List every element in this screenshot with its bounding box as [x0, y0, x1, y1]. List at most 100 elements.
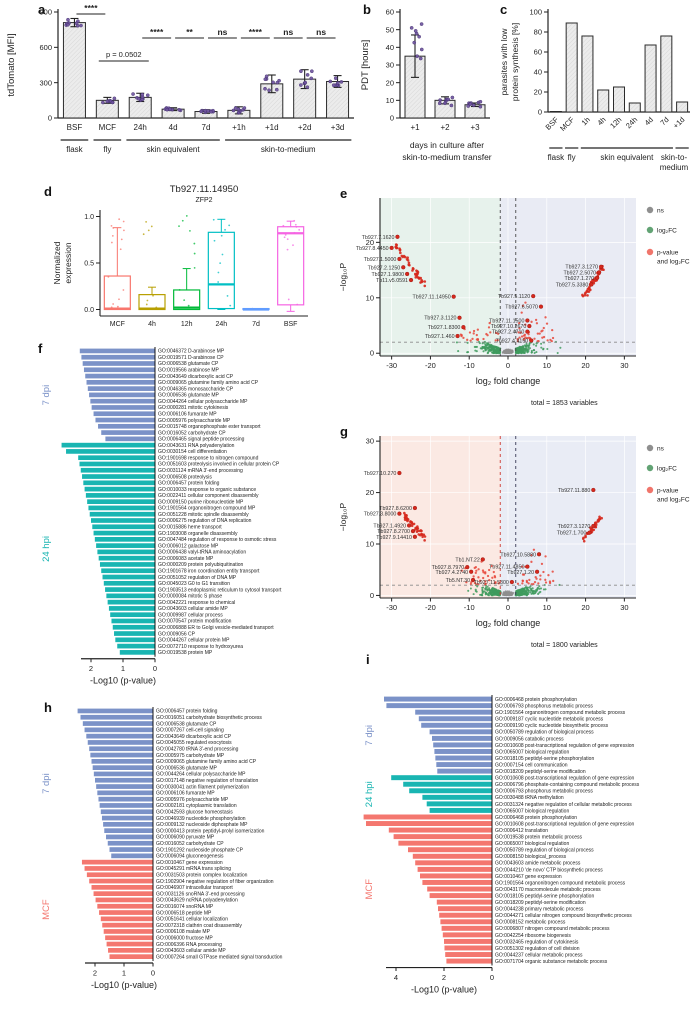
svg-text:GO:0051052 regulation of DNA M: GO:0051052 regulation of DNA MP	[158, 575, 237, 581]
svg-text:Tb927.8.7970: Tb927.8.7970	[432, 565, 465, 571]
svg-text:GO:0007154 cell communication: GO:0007154 cell communication	[495, 762, 568, 768]
svg-text:−log₁₀P: −log₁₀P	[338, 502, 348, 531]
svg-text:Tb927.10.5880: Tb927.10.5880	[500, 552, 536, 558]
svg-text:+3d: +3d	[331, 123, 345, 132]
svg-text:GO:0006000 fructose MP: GO:0006000 fructose MP	[156, 936, 213, 942]
svg-text:GO:1902904 negative regulation: GO:1902904 negative regulation of fiber …	[156, 879, 274, 885]
svg-text:GO:0007267 cell-cell signaling: GO:0007267 cell-cell signaling	[156, 728, 224, 734]
svg-text:+1h: +1h	[232, 123, 246, 132]
panel-a-letter: a	[38, 2, 46, 17]
svg-text:GO:0006536 glutamate MP: GO:0006536 glutamate MP	[158, 393, 220, 399]
svg-text:GO:0044267 cellular protein MP: GO:0044267 cellular protein MP	[158, 638, 230, 644]
svg-text:GO:0046372 D-arabinose MP: GO:0046372 D-arabinose MP	[158, 349, 225, 355]
svg-text:and log₂FC: and log₂FC	[657, 258, 690, 265]
svg-text:40: 40	[386, 43, 394, 52]
panel-e-letter: e	[340, 186, 348, 201]
svg-text:GO:0006468 protein phosphoryla: GO:0006468 protein phosphorylation	[495, 697, 577, 703]
svg-text:days in culture after: days in culture after	[410, 140, 484, 150]
svg-text:GO:1901678 iron coordination e: GO:1901678 iron coordination entity tran…	[158, 568, 260, 574]
svg-text:GO:0043170 macromolecule metab: GO:0043170 macromolecule metabolic proce…	[495, 887, 601, 893]
svg-text:Tb1.NT.22: Tb1.NT.22	[455, 557, 479, 563]
svg-text:GO:0045291 mRNA trans splicing: GO:0045291 mRNA trans splicing	[156, 866, 231, 872]
svg-text:Tb11.v5.0591: Tb11.v5.0591	[376, 278, 408, 284]
svg-text:Tb927.8.4450: Tb927.8.4450	[356, 246, 389, 252]
svg-text:GO:0050789 regulation of biolo: GO:0050789 regulation of biological proc…	[495, 730, 594, 736]
svg-text:MCF: MCF	[99, 123, 116, 132]
panel-h-go-term-bar-chart: GO:0006457 protein folding GO:0016051 car…	[35, 702, 357, 999]
svg-text:-10: -10	[464, 603, 475, 612]
svg-text:Tb927.3.1270: Tb927.3.1270	[565, 265, 598, 271]
svg-text:GO:0070547 protein modificatio: GO:0070547 protein modification	[158, 619, 232, 625]
svg-text:+2: +2	[440, 123, 450, 132]
svg-text:GO:0006396 RNA processing: GO:0006396 RNA processing	[156, 942, 222, 948]
svg-text:GO:0051603 proteolysis involve: GO:0051603 proteolysis involved in cellu…	[158, 462, 280, 468]
svg-text:-Log10 (p-value): -Log10 (p-value)	[411, 985, 477, 995]
svg-text:skin-to-medium transfer: skin-to-medium transfer	[402, 152, 491, 162]
svg-text:GO:0030488 tRNA methylation: GO:0030488 tRNA methylation	[495, 795, 564, 801]
svg-text:skin-to-: skin-to-	[661, 153, 688, 162]
svg-text:GO:0009987 cellular process: GO:0009987 cellular process	[158, 612, 223, 618]
svg-text:log₂FC: log₂FC	[657, 227, 677, 234]
svg-text:0: 0	[538, 108, 542, 117]
svg-text:GO:0006106 fumarate MP: GO:0006106 fumarate MP	[158, 411, 217, 417]
svg-text:0: 0	[48, 114, 52, 123]
svg-text:GO:0006508 proteolysis: GO:0006508 proteolysis	[158, 474, 212, 480]
svg-text:GO:0007264 small GTPase mediat: GO:0007264 small GTPase mediated signal …	[156, 954, 283, 960]
svg-text:Tb927.1.700: Tb927.1.700	[557, 531, 587, 537]
panel-c-letter: c	[500, 2, 508, 17]
svg-text:GO:0018209 peptidyl-serine mod: GO:0018209 peptidyl-serine modification	[495, 900, 586, 906]
svg-text:skin equivalent: skin equivalent	[147, 145, 201, 154]
panel-d-zfp2-box-plot: Tb927.11.14950 ZFP2 0.0 0.5 1.0 Normalized exp…	[30, 180, 322, 347]
svg-text:Tb927.11.1500: Tb927.11.1500	[489, 319, 524, 325]
svg-text:Tb927.2.5070: Tb927.2.5070	[563, 270, 596, 276]
panel-c-protein-synthesis-bar-chart: 0 20 40 60 80 100 parasites with low protein sy…	[498, 0, 695, 200]
svg-text:Tb927.11.880: Tb927.11.880	[558, 488, 590, 494]
svg-text:10: 10	[543, 361, 551, 370]
svg-text:600: 600	[39, 43, 52, 52]
svg-text:7 dpi: 7 dpi	[364, 725, 375, 746]
svg-text:total = 1800 variables: total = 1800 variables	[531, 642, 598, 649]
svg-text:GO:0006796 phosphate-containin: GO:0006796 phosphate-containing compound…	[495, 782, 640, 788]
svg-text:12h: 12h	[181, 321, 193, 328]
svg-text:−log₁₀P: −log₁₀P	[338, 262, 348, 291]
svg-text:20: 20	[534, 88, 542, 97]
svg-text:Tb927.8.2700: Tb927.8.2700	[377, 529, 410, 535]
svg-text:GO:0010608 post-transcriptiona: GO:0010608 post-transcriptional regulati…	[495, 743, 634, 749]
svg-text:4: 4	[394, 973, 398, 982]
svg-text:GO:0000084 mitotic S phase: GO:0000084 mitotic S phase	[158, 594, 222, 600]
svg-text:BSF: BSF	[67, 123, 83, 132]
svg-text:24 hpi: 24 hpi	[41, 536, 52, 562]
svg-text:GO:0006457 protein folding: GO:0006457 protein folding	[156, 709, 218, 715]
svg-text:GO:0046907 intracellular trans: GO:0046907 intracellular transport	[156, 885, 233, 891]
svg-text:GO:0016051 carbohydrate biosyn: GO:0016051 carbohydrate biosynthetic pro…	[156, 715, 262, 721]
svg-text:GO:1903513 endoplasmic reticul: GO:1903513 endoplasmic reticulum to cyto…	[158, 587, 282, 593]
svg-text:GO:0031324 negative regulation: GO:0031324 negative regulation of cellul…	[495, 802, 632, 808]
svg-text:GO:0016052 carbohydrate CP: GO:0016052 carbohydrate CP	[158, 430, 226, 436]
svg-text:GO:0009056 CP: GO:0009056 CP	[158, 631, 196, 637]
svg-text:GO:0010467 gene expression: GO:0010467 gene expression	[495, 874, 562, 880]
svg-text:GO:0006106 fumarate MP: GO:0006106 fumarate MP	[156, 791, 215, 797]
svg-text:GO:0006468 protein phosphoryla: GO:0006468 protein phosphorylation	[495, 815, 577, 821]
svg-text:ns: ns	[657, 207, 665, 214]
svg-text:GO:0072710 response to hydroxy: GO:0072710 response to hydroxyurea	[158, 644, 243, 650]
svg-text:+2d: +2d	[298, 123, 312, 132]
svg-text:GO:0044210 'de novo' CTP biosy: GO:0044210 'de novo' CTP biosynthetic pr…	[495, 867, 603, 873]
svg-text:GO:0006090 pyruvate MP: GO:0006090 pyruvate MP	[156, 835, 215, 841]
svg-text:GO:0042221 response to chemica: GO:0042221 response to chemical	[158, 600, 235, 606]
svg-text:****: ****	[150, 27, 164, 37]
svg-text:GO:0006412 translation: GO:0006412 translation	[495, 828, 548, 834]
svg-text:GO:0010608 post-transcriptiona: GO:0010608 post-transcriptional regulati…	[495, 821, 634, 827]
svg-text:GO:0043649 dicarboxylic acid C: GO:0043649 dicarboxylic acid CP	[156, 734, 232, 740]
svg-text:GO:1901292 nucleoside phosphat: GO:1901292 nucleoside phosphate CP	[156, 847, 244, 853]
svg-text:7d: 7d	[202, 123, 211, 132]
svg-text:+1: +1	[410, 123, 420, 132]
svg-text:GO:0018209 peptidyl-serine mod: GO:0018209 peptidyl-serine modification	[495, 769, 586, 775]
svg-text:Tb927.11.4850: Tb927.11.4850	[489, 565, 524, 571]
svg-text:7d: 7d	[658, 115, 670, 127]
svg-text:GO:0009190 cyclic nucleotide b: GO:0009190 cyclic nucleotide biosyntheti…	[495, 723, 609, 729]
svg-text:20: 20	[366, 238, 374, 247]
svg-text:GO:1901698 response to nitroge: GO:1901698 response to nitrogen compound	[158, 455, 259, 461]
panel-f-go-term-bar-chart: GO:0046372 D-arabinose MP GO:0019571 D-ar…	[35, 344, 357, 701]
svg-text:GO:0006438 valyl-tRNA aminoacy: GO:0006438 valyl-tRNA aminoacylation	[158, 550, 246, 556]
